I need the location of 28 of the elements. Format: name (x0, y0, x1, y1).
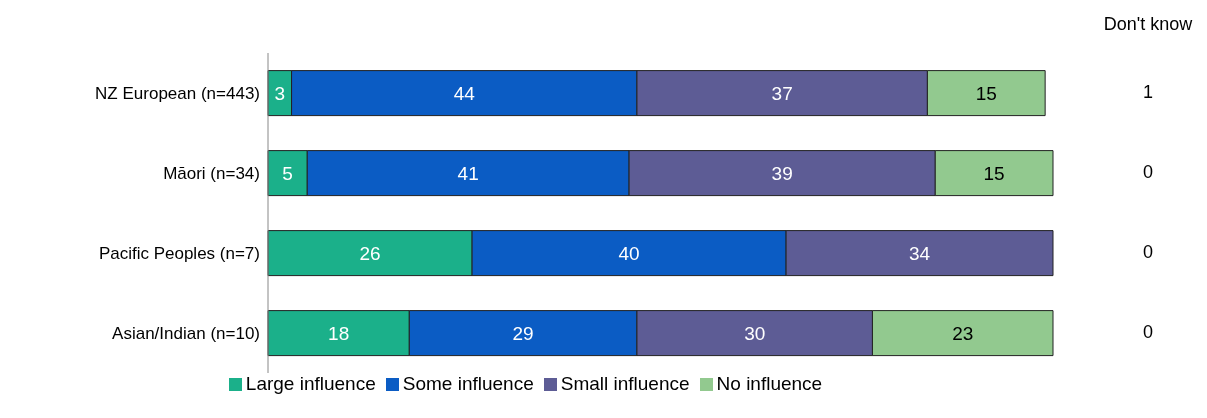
data-label: 30 (744, 322, 766, 344)
data-label: 29 (512, 322, 534, 344)
data-label: 40 (618, 242, 640, 264)
legend-label: Large influence (245, 373, 376, 394)
data-label: 15 (983, 162, 1005, 184)
y-tick-label: Asian/Indian (n=10) (112, 324, 260, 344)
data-label: 34 (908, 242, 931, 264)
y-tick-label: Pacific Peoples (n=7) (98, 244, 260, 264)
legend-label: No influence (716, 373, 823, 394)
text: 1 (1142, 82, 1154, 103)
data-label: 18 (328, 322, 350, 344)
data-label: 3 (274, 82, 286, 104)
data-label: 44 (453, 82, 476, 104)
text: 0 (1142, 242, 1154, 263)
text: 0 (1142, 322, 1154, 343)
y-tick-label: Māori (n=34) (163, 164, 260, 184)
data-label: 23 (952, 322, 974, 344)
data-label: 39 (771, 162, 793, 184)
data-label: 37 (771, 82, 793, 104)
legend-label: Small influence (560, 373, 690, 394)
data-label: 41 (457, 162, 479, 184)
y-tick-label: NZ European (n=443) (95, 84, 260, 104)
data-label: 15 (975, 82, 997, 104)
legend-label: Some influence (402, 373, 534, 394)
data-label: 5 (282, 162, 293, 184)
data-label: 26 (359, 242, 381, 264)
text: Don't know (1102, 14, 1194, 35)
text: 0 (1142, 162, 1154, 183)
